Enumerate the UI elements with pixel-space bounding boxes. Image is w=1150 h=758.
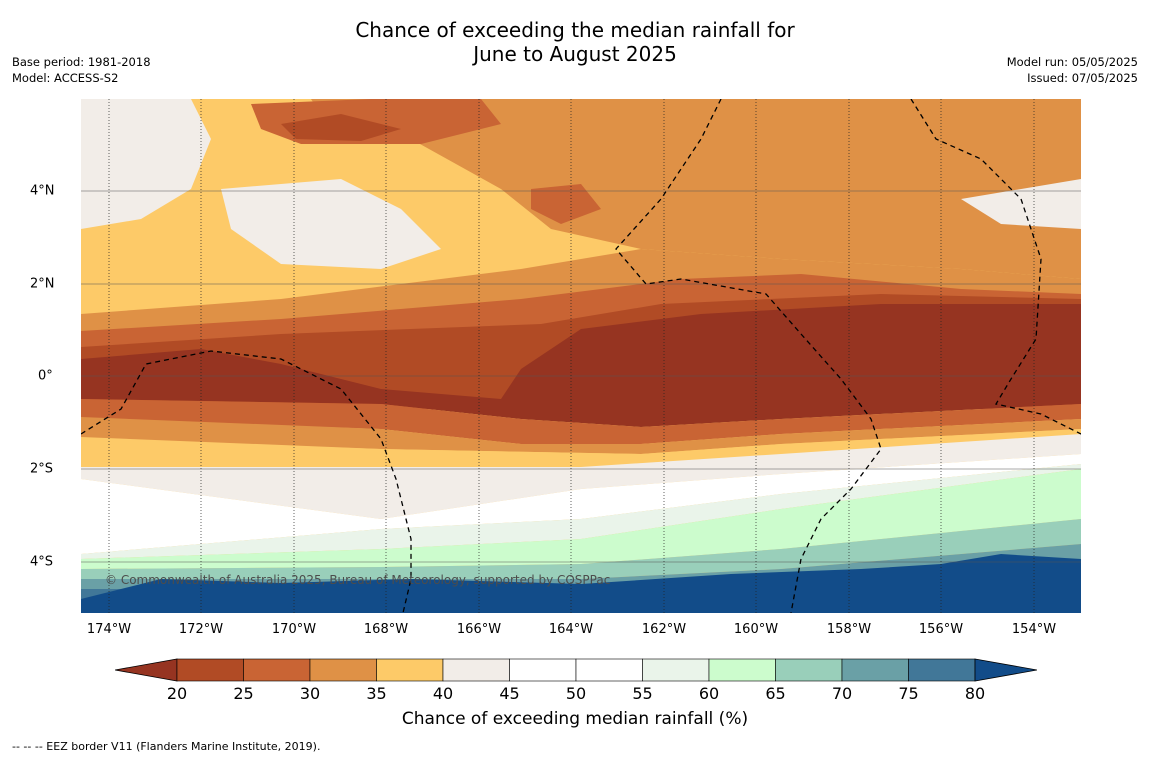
x-tick-label: 154°W [1011,622,1057,637]
colorbar-cell [775,658,843,682]
rainfall-map: © Commonwealth of Australia 2025, Bureau… [81,99,1081,613]
colorbar-cell [575,658,643,682]
colorbar-extend-high [974,658,1037,682]
colorbar-extend-low [115,658,178,682]
colorbar-cells [115,658,1037,682]
x-tick-label: 164°W [548,622,594,637]
region-north-orange [311,99,1081,279]
colorbar-label: Chance of exceeding median rainfall (%) [401,709,749,729]
colorbar-cell [376,658,444,682]
model-run: Model run: 05/05/2025 [1006,55,1138,69]
x-tick-label: 170°W [271,622,317,637]
x-tick-label: 174°W [86,622,132,637]
y-tick-label: 0° [38,368,53,384]
eez-borders [81,99,1081,613]
colorbar-tick-label: 20 [166,684,188,703]
grid-lines [81,190,1081,563]
band-south-yellow [81,429,1081,469]
chart-title: Chance of exceeding the median rainfall … [0,18,1150,66]
colorbar-tick-label: 45 [499,684,520,703]
colorbar-tick-label: 35 [366,684,387,703]
colorbar-tick-label: 65 [765,684,786,703]
model-name: Model: ACCESS-S2 [12,71,119,85]
region-north-deep [281,114,401,141]
band-south-white [81,454,1081,554]
band-south-orange [81,417,1081,454]
copyright-text: © Commonwealth of Australia 2025, Bureau… [105,573,610,587]
colorbar-tick-label: 75 [898,684,919,703]
colorbar [115,658,1037,682]
colorbar-cell [908,658,976,682]
issued-date: Issued: 07/05/2025 [1027,71,1138,85]
colorbar-tick-label: 25 [233,684,254,703]
region-north-white-west [81,99,211,229]
x-tick-label: 158°W [826,622,872,637]
region-north-blob [531,184,601,224]
band-south-navy [81,554,1081,613]
x-tick-label: 172°W [178,622,224,637]
x-tick-label: 162°W [641,622,687,637]
x-tick-label: 168°W [363,622,409,637]
colorbar-cell [642,658,710,682]
colorbar-tick-label: 40 [432,684,454,703]
y-tick-label: 2°S [30,461,54,477]
region-north-white-east [961,179,1081,229]
band-south-cream [81,434,1081,519]
x-tick-label: 156°W [918,622,964,637]
colorbar-cell [243,658,311,682]
colorbar-cell [509,658,577,682]
colorbar-tick-label: 50 [565,684,587,703]
x-tick-label: 166°W [456,622,502,637]
y-tick-label: 2°N [30,276,55,292]
meta-right: Model run: 05/05/2025 Issued: 07/05/2025 [1007,54,1138,86]
y-tick-label: 4°S [30,554,54,570]
eez-border-central [615,99,882,613]
band-south-burnt [81,399,1081,444]
y-tick-label: 4°N [30,183,55,199]
base-period: Base period: 1981-2018 [12,55,151,69]
eez-border-west [81,350,412,613]
eez-border-east [910,99,1081,435]
band-south-palegreen [81,464,1081,559]
eez-footnote: -- -- -- EEZ border V11 (Flanders Marine… [12,740,321,753]
map-svg: © Commonwealth of Australia 2025, Bureau… [81,99,1081,613]
title-line-2: June to August 2025 [473,42,677,66]
colorbar-cell [708,658,776,682]
meta-left: Base period: 1981-2018 Model: ACCESS-S2 [12,54,151,86]
colorbar-tick-label: 55 [632,684,653,703]
colorbar-cell [309,658,377,682]
colorbar-tick-label: 30 [299,684,321,703]
x-tick-label: 160°W [733,622,779,637]
band-equator [81,304,1081,427]
colorbar-cell [442,658,510,682]
title-line-1: Chance of exceeding the median rainfall … [355,18,795,42]
colorbar-cell [176,658,244,682]
colorbar-tick-label: 70 [831,684,853,703]
colorbar-cell [841,658,909,682]
colorbar-tick-label: 60 [698,684,720,703]
band-south-seafoam [81,519,1081,579]
colorbar-tick-label: 80 [964,684,986,703]
